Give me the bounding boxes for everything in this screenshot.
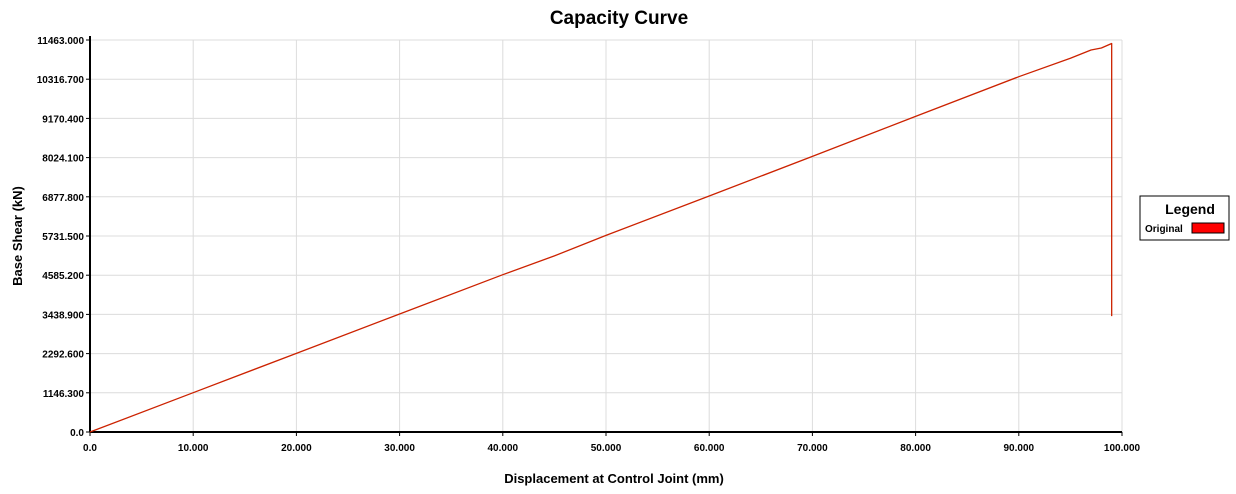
y-axis-label: Base Shear (kN): [10, 186, 25, 286]
legend-item-original-swatch: [1191, 222, 1225, 234]
legend-item-original-label: Original: [1145, 224, 1183, 235]
x-tick-label: 90.000: [1004, 443, 1035, 454]
tick-labels: 0.0 10.000 20.000 30.000 40.000 50.000 60.000 7…: [37, 36, 1141, 454]
x-tick-label: 10.000: [178, 443, 209, 454]
x-tick-label: 20.000: [281, 443, 312, 454]
y-tick-label: 4585.200: [42, 271, 84, 282]
y-tick-label: 10316.700: [37, 75, 85, 86]
legend-title: Legend: [1165, 201, 1215, 217]
y-tick-label: 6877.800: [42, 193, 84, 204]
chart-title: Capacity Curve: [550, 8, 688, 29]
y-tick-label: 3438.900: [42, 310, 84, 321]
x-tick-label: 30.000: [384, 443, 415, 454]
axes: [86, 36, 1123, 436]
y-tick-label: 11463.000: [37, 36, 84, 47]
y-tick-label: 2292.600: [42, 350, 84, 361]
x-tick-label: 40.000: [488, 443, 519, 454]
y-tick-label: 5731.500: [42, 232, 84, 243]
x-tick-label: 100.000: [1104, 443, 1141, 454]
x-tick-label: 0.0: [83, 443, 97, 454]
y-tick-label: 0.0: [70, 428, 84, 439]
x-tick-label: 60.000: [694, 443, 725, 454]
series-line-original: [89, 42, 1113, 433]
y-tick-label: 9170.400: [42, 114, 84, 125]
y-tick-label: 1146.300: [43, 389, 85, 400]
legend: Legend Original: [1139, 195, 1230, 241]
x-axis-label: Displacement at Control Joint (mm): [504, 471, 724, 486]
x-tick-label: 70.000: [797, 443, 828, 454]
x-tick-label: 50.000: [591, 443, 622, 454]
y-tick-label: 8024.100: [42, 154, 84, 165]
x-tick-label: 80.000: [900, 443, 931, 454]
grid: [90, 39, 1123, 432]
series: [89, 42, 1113, 433]
